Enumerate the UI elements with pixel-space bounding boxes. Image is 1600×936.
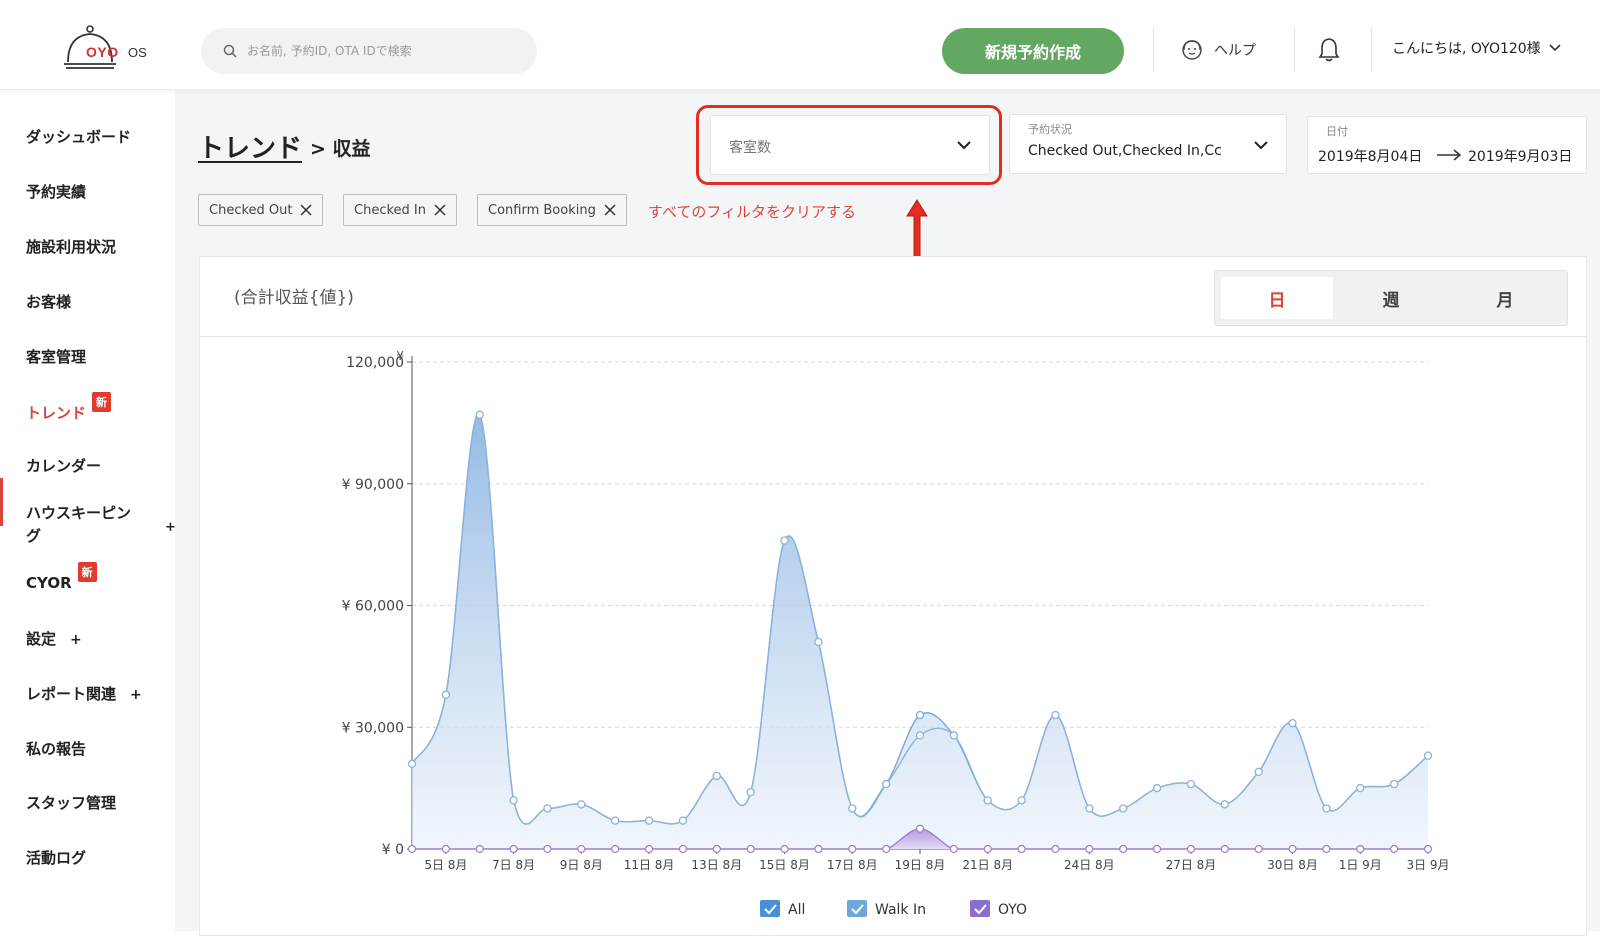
close-icon[interactable] — [434, 204, 446, 216]
date-to: 2019年9月03日 — [1468, 149, 1573, 165]
support-agent-icon — [1182, 40, 1202, 60]
chevron-down-icon — [1254, 141, 1268, 150]
chevron-down-icon — [1549, 44, 1561, 52]
card-title: (合計収益{値}) — [234, 288, 354, 308]
filter-chip[interactable]: Confirm Booking — [477, 194, 627, 226]
search-bar[interactable] — [201, 28, 537, 74]
bell-dome-logo-icon — [64, 25, 116, 69]
sidebar-item-trends[interactable]: トレンド新 — [26, 392, 112, 424]
arrow-right-icon — [1437, 149, 1462, 161]
date-label: 日付 — [1326, 125, 1348, 138]
sidebar-item-housekeeping[interactable]: ハウスキーピング — [26, 504, 132, 545]
new-badge: 新 — [92, 392, 112, 412]
header-divider — [1371, 28, 1372, 72]
logo-os-text: OS — [128, 45, 147, 60]
expand-icon: + — [130, 687, 142, 703]
sidebar-item-cyor[interactable]: CYOR新 — [26, 562, 97, 594]
revenue-chart-card: (合計収益{値}) 日 週 月 — [199, 256, 1587, 936]
greeting-text: こんにちは, OYO120様 — [1392, 41, 1541, 57]
page-subtitle: > 収益 — [310, 138, 371, 160]
sidebar-item-activity-log[interactable]: 活動ログ — [26, 849, 87, 867]
logo-text: OYO — [86, 44, 119, 60]
header-divider — [1294, 28, 1295, 72]
user-menu[interactable]: こんにちは, OYO120様 — [1392, 38, 1561, 58]
sidebar-item-dashboard[interactable]: ダッシュボード — [26, 128, 132, 146]
period-toggle: 日 週 月 — [1214, 270, 1568, 326]
chevron-down-icon — [957, 141, 971, 150]
highlight-box — [696, 105, 1002, 185]
close-icon[interactable] — [604, 204, 616, 216]
sidebar-item-occupancy[interactable]: 施設利用状況 — [26, 238, 117, 256]
sidebar-item-calendar[interactable]: カレンダー — [26, 457, 102, 475]
filter-chip[interactable]: Checked Out — [198, 194, 324, 226]
sidebar-item-rooms[interactable]: 客室管理 — [26, 348, 87, 366]
help-label: ヘルプ — [1214, 43, 1256, 59]
sidebar-item-staff[interactable]: スタッフ管理 — [26, 794, 117, 812]
help-button[interactable]: ヘルプ — [1180, 34, 1256, 66]
page-title[interactable]: トレンド — [198, 134, 303, 164]
close-icon[interactable] — [300, 204, 313, 216]
date-from: 2019年8月04日 — [1318, 149, 1423, 165]
filter-chip[interactable]: Checked In — [343, 194, 457, 226]
top-header: OYO OS 新規予約作成 ヘルプ こんにちは, OYO120様 — [0, 0, 1600, 90]
sidebar-item-bookings[interactable]: 予約実績 — [26, 183, 87, 201]
booking-status-select[interactable]: 予約状況 Checked Out,Checked In,Cc — [1009, 114, 1287, 174]
booking-status-label: 予約状況 — [1028, 123, 1072, 136]
notifications-button[interactable] — [1318, 36, 1340, 66]
search-icon — [223, 44, 237, 58]
bell-icon — [1318, 38, 1340, 62]
metric-select[interactable]: 客室数 — [710, 115, 990, 175]
sidebar — [0, 90, 175, 931]
date-range-picker[interactable]: 日付 2019年8月04日 2019年9月03日 — [1307, 116, 1587, 174]
new-badge: 新 — [77, 562, 97, 582]
toggle-month[interactable]: 月 — [1496, 290, 1514, 311]
sidebar-item-reports[interactable]: レポート関連 + — [26, 685, 142, 703]
clear-filters-link[interactable]: すべてのフィルタをクリアする — [648, 203, 857, 221]
sidebar-item-guests[interactable]: お客様 — [26, 293, 72, 311]
oyo-os-logo[interactable]: OYO OS — [62, 24, 162, 76]
search-input[interactable] — [247, 44, 507, 58]
new-booking-button[interactable]: 新規予約作成 — [942, 28, 1124, 74]
expand-icon[interactable]: + — [165, 520, 176, 535]
booking-status-value: Checked Out,Checked In,Cc — [1028, 143, 1222, 159]
active-indicator — [0, 478, 3, 526]
toggle-week[interactable]: 週 — [1382, 290, 1400, 311]
metric-select-value: 客室数 — [729, 140, 771, 156]
expand-icon: + — [70, 632, 82, 648]
header-divider — [1153, 28, 1154, 72]
sidebar-item-settings[interactable]: 設定 + — [26, 630, 82, 648]
card-header: (合計収益{値}) 日 週 月 — [200, 257, 1586, 337]
sidebar-item-my-reports[interactable]: 私の報告 — [26, 740, 87, 758]
toggle-day[interactable]: 日 — [1221, 277, 1333, 319]
